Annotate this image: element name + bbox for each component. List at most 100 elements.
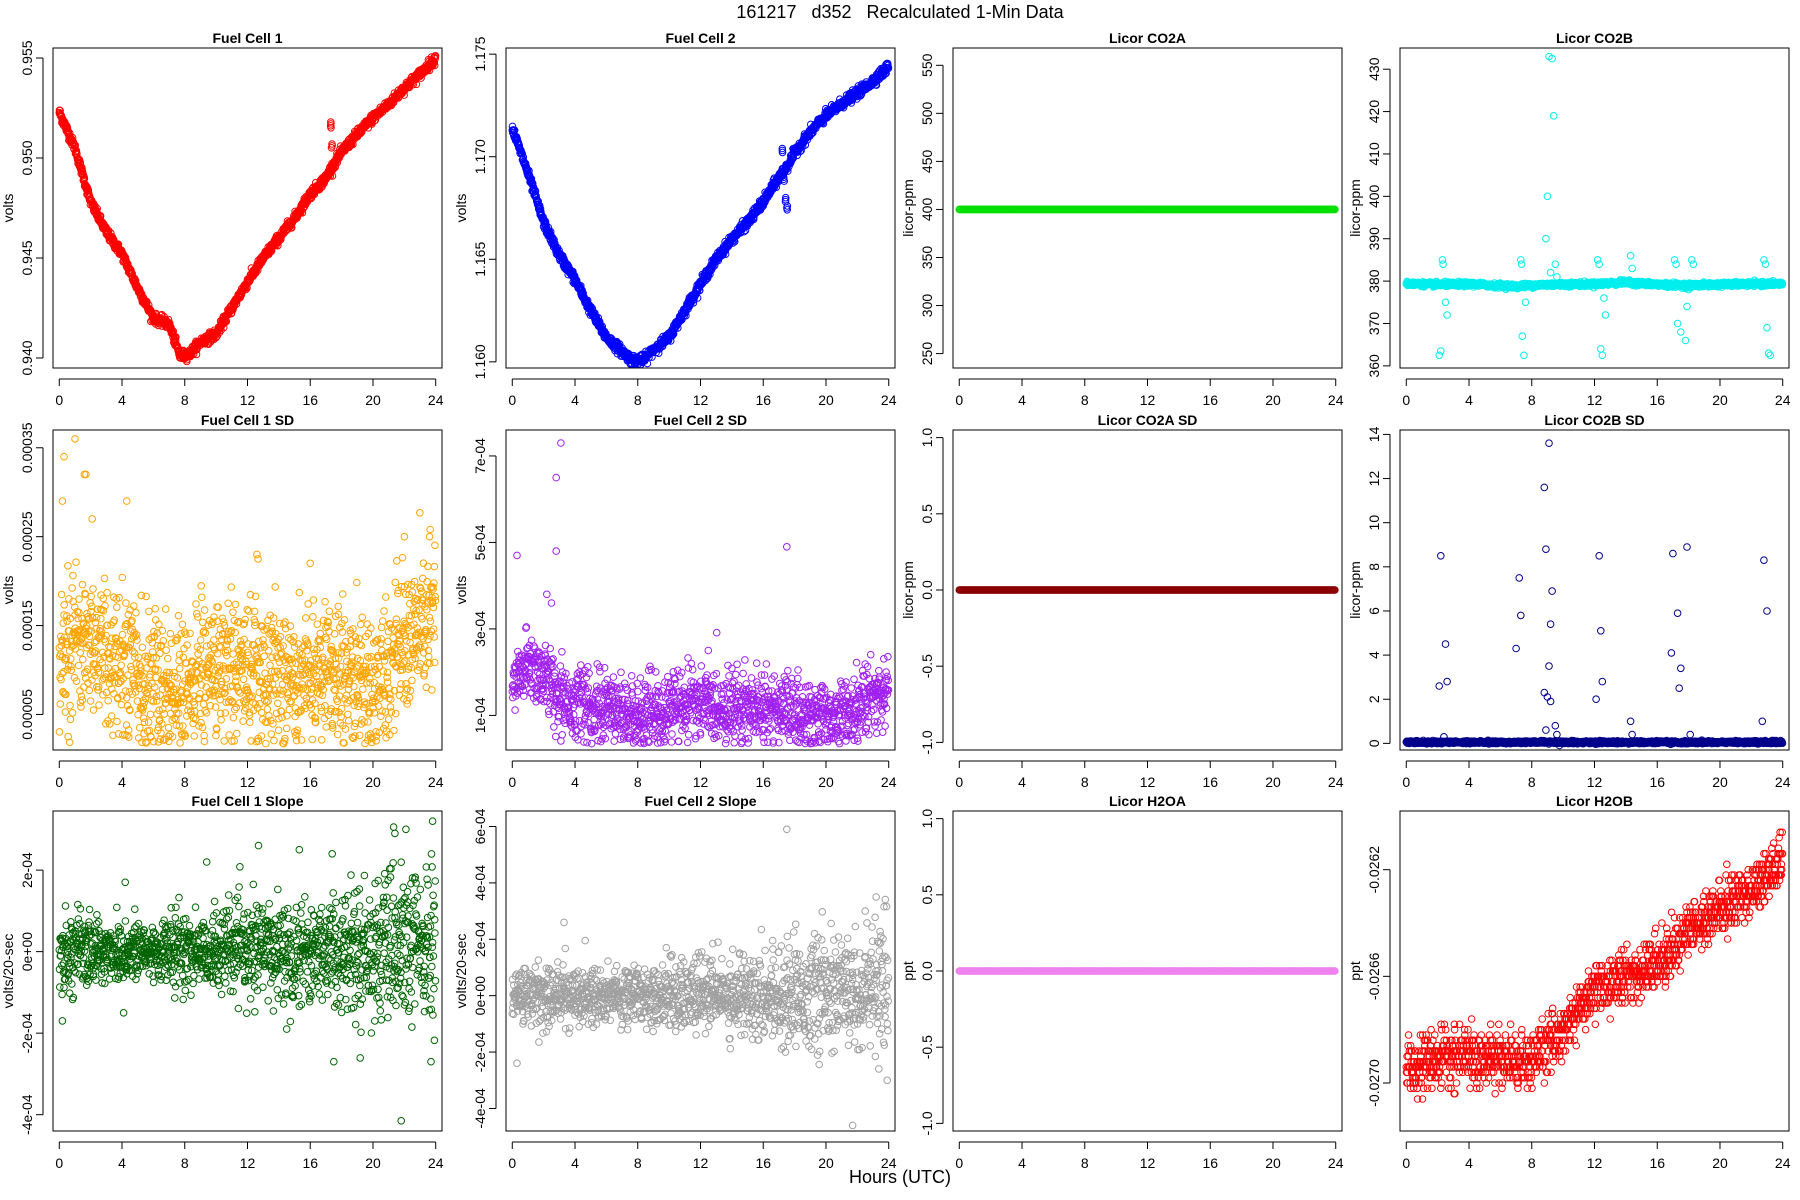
y-tick-label: 360 [1366, 354, 1382, 378]
data-point [219, 323, 228, 332]
figure-title: 161217 d352 Recalculated 1-Min Data [736, 2, 1064, 22]
data-point [534, 200, 543, 209]
data-point [183, 357, 191, 366]
data-point [528, 179, 537, 188]
data-point [1542, 234, 1550, 243]
x-tick-label: 8 [1081, 392, 1089, 408]
y-axis-label: volts [0, 576, 16, 605]
data-point [1593, 256, 1602, 264]
plot-frame [1399, 47, 1790, 369]
y-tick-label: 0.945 [19, 240, 35, 275]
y-tick-label: 300 [919, 294, 935, 318]
x-tick-label: 16 [755, 392, 771, 408]
data-point [1600, 294, 1608, 302]
data-point [1443, 311, 1451, 319]
data-point [1521, 298, 1530, 307]
data-point [780, 177, 789, 185]
data-point [1546, 268, 1555, 277]
data-point [1683, 302, 1691, 311]
data-point [1628, 264, 1636, 273]
y-tick-label: 450 [919, 150, 935, 174]
x-tick-label: 24 [881, 392, 897, 408]
data-points [1402, 52, 1787, 360]
data-point [1543, 192, 1552, 201]
data-points [55, 435, 440, 748]
data-point [1595, 260, 1603, 269]
data-point [1761, 260, 1770, 269]
data-point [884, 64, 893, 72]
data-points [55, 52, 440, 366]
data-point [1517, 260, 1526, 269]
data-point [1441, 298, 1450, 307]
data-point [518, 150, 527, 158]
data-points [508, 59, 893, 368]
x-tick-label: 4 [1465, 392, 1473, 408]
x-tick-label: 12 [1587, 392, 1603, 408]
data-point [1517, 256, 1525, 264]
data-point [1626, 251, 1635, 260]
plot-frame [52, 47, 443, 369]
data-point [431, 52, 440, 60]
data-point [329, 166, 337, 174]
x-tick-label: 16 [1202, 392, 1218, 408]
y-tick-label: 400 [919, 198, 935, 222]
x-tick-label: 16 [302, 392, 318, 408]
data-point [1435, 351, 1443, 360]
data-point [783, 206, 792, 214]
data-point [78, 167, 87, 176]
data-point [1549, 112, 1558, 120]
data-point [412, 80, 421, 89]
y-tick-label: 430 [1366, 57, 1382, 81]
y-axis-label: licor-ppm [1347, 179, 1363, 237]
data-point [1778, 279, 1787, 288]
y-tick-label: 1.165 [472, 242, 488, 277]
data-point [431, 54, 440, 63]
y-axis-label: volts [453, 194, 469, 223]
data-point [750, 213, 758, 221]
data-point [172, 333, 180, 341]
y-tick-label: 1.170 [472, 139, 488, 174]
data-point [82, 182, 90, 190]
data-point [1553, 273, 1561, 281]
data-point [693, 294, 702, 302]
y-axis-label: licor-ppm [900, 179, 916, 237]
data-point [1598, 351, 1607, 360]
x-tick-label: 16 [1649, 392, 1665, 408]
plot-frame [952, 47, 1343, 369]
data-point [1764, 349, 1773, 358]
data-point [1766, 351, 1774, 360]
y-tick-label: 550 [919, 53, 935, 77]
x-tick-label: 8 [1528, 392, 1536, 408]
x-tick-label: 0 [955, 392, 963, 408]
data-point [778, 148, 787, 157]
x-tick-label: 12 [693, 392, 709, 408]
data-point [1331, 205, 1339, 214]
y-axis-label: volts [0, 194, 16, 223]
data-point [1688, 256, 1696, 264]
data-point [1677, 328, 1685, 336]
x-tick-label: 20 [1265, 392, 1281, 408]
data-point [569, 267, 577, 276]
y-tick-label: 420 [1366, 100, 1382, 124]
data-point [1438, 256, 1447, 264]
y-tick-label: 1.160 [472, 344, 488, 379]
x-tick-label: 4 [1018, 392, 1026, 408]
data-point [544, 223, 553, 232]
data-point [107, 229, 115, 237]
data-point [1518, 332, 1527, 341]
x-tick-label: 0 [508, 392, 516, 408]
data-point [1597, 345, 1605, 353]
y-tick-label: 410 [1366, 142, 1382, 166]
data-point [171, 336, 180, 345]
x-tick-label: 20 [1712, 392, 1728, 408]
data-point [1673, 319, 1682, 328]
y-tick-label: 500 [919, 101, 935, 125]
data-point [1763, 323, 1771, 332]
x-tick-label: 8 [181, 392, 189, 408]
data-point [327, 144, 336, 152]
data-points [955, 205, 1339, 214]
data-point [1551, 260, 1560, 269]
